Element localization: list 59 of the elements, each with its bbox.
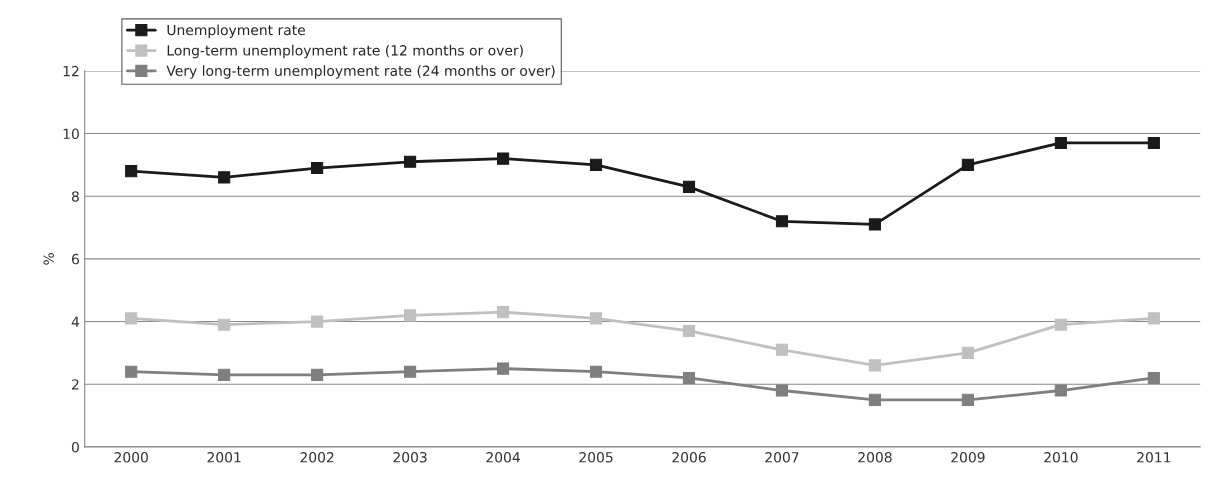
point <box>311 368 324 381</box>
legend-label: Unemployment rate <box>167 24 305 38</box>
point <box>404 365 417 378</box>
point <box>218 368 231 381</box>
y-tick-label: 2 <box>72 379 79 390</box>
point <box>496 152 510 165</box>
y-tick-label: 6 <box>71 253 79 265</box>
point <box>404 309 417 322</box>
y-tick-label: 12 <box>63 65 79 77</box>
x-tick-label: 2008 <box>858 452 892 463</box>
point <box>311 315 324 328</box>
x-tick-label: 2007 <box>765 452 799 463</box>
x-tick-label: 2005 <box>579 452 613 463</box>
y-tick-label: 0 <box>71 441 79 453</box>
x-tick-label: 2004 <box>486 452 520 463</box>
point <box>868 218 882 231</box>
point <box>125 312 138 325</box>
point <box>961 158 974 171</box>
point <box>496 362 510 375</box>
y-tick-label: 4 <box>71 316 80 327</box>
x-tick-label: 2006 <box>672 452 706 463</box>
point <box>125 365 138 378</box>
point <box>961 393 974 406</box>
point <box>1054 384 1067 397</box>
x-tick-label: 2011 <box>1137 452 1171 463</box>
legend-label: Long-term unemployment rate (12 months or over) <box>167 44 523 59</box>
point <box>682 180 696 193</box>
point <box>775 215 789 228</box>
y-tick-label: 8 <box>71 191 79 202</box>
x-tick-label: 2003 <box>393 452 427 463</box>
point <box>961 346 974 359</box>
y-axis-title: % <box>43 253 54 265</box>
legend-label: Very long-term unemployment rate (24 months or over) <box>166 65 555 79</box>
y-tick-label: 10 <box>63 128 79 140</box>
point <box>682 324 696 338</box>
point <box>496 306 510 319</box>
point <box>775 384 789 397</box>
point <box>404 155 417 168</box>
point <box>589 312 603 325</box>
point <box>1054 136 1067 150</box>
point <box>589 158 603 171</box>
point <box>311 161 324 175</box>
point <box>125 165 138 178</box>
point <box>1147 312 1160 325</box>
point <box>775 343 789 356</box>
x-tick-label: 2010 <box>1044 452 1078 463</box>
point <box>218 171 231 184</box>
point <box>1054 318 1067 331</box>
point <box>868 393 882 406</box>
x-tick-label: 2000 <box>114 452 148 463</box>
point <box>1147 371 1160 385</box>
point <box>682 371 696 385</box>
point <box>589 365 603 378</box>
x-tick-label: 2002 <box>300 452 334 463</box>
point <box>218 318 231 331</box>
x-tick-label: 2001 <box>207 452 241 463</box>
x-tick-label: 2009 <box>951 452 985 463</box>
point <box>1147 136 1160 150</box>
point <box>868 359 882 372</box>
